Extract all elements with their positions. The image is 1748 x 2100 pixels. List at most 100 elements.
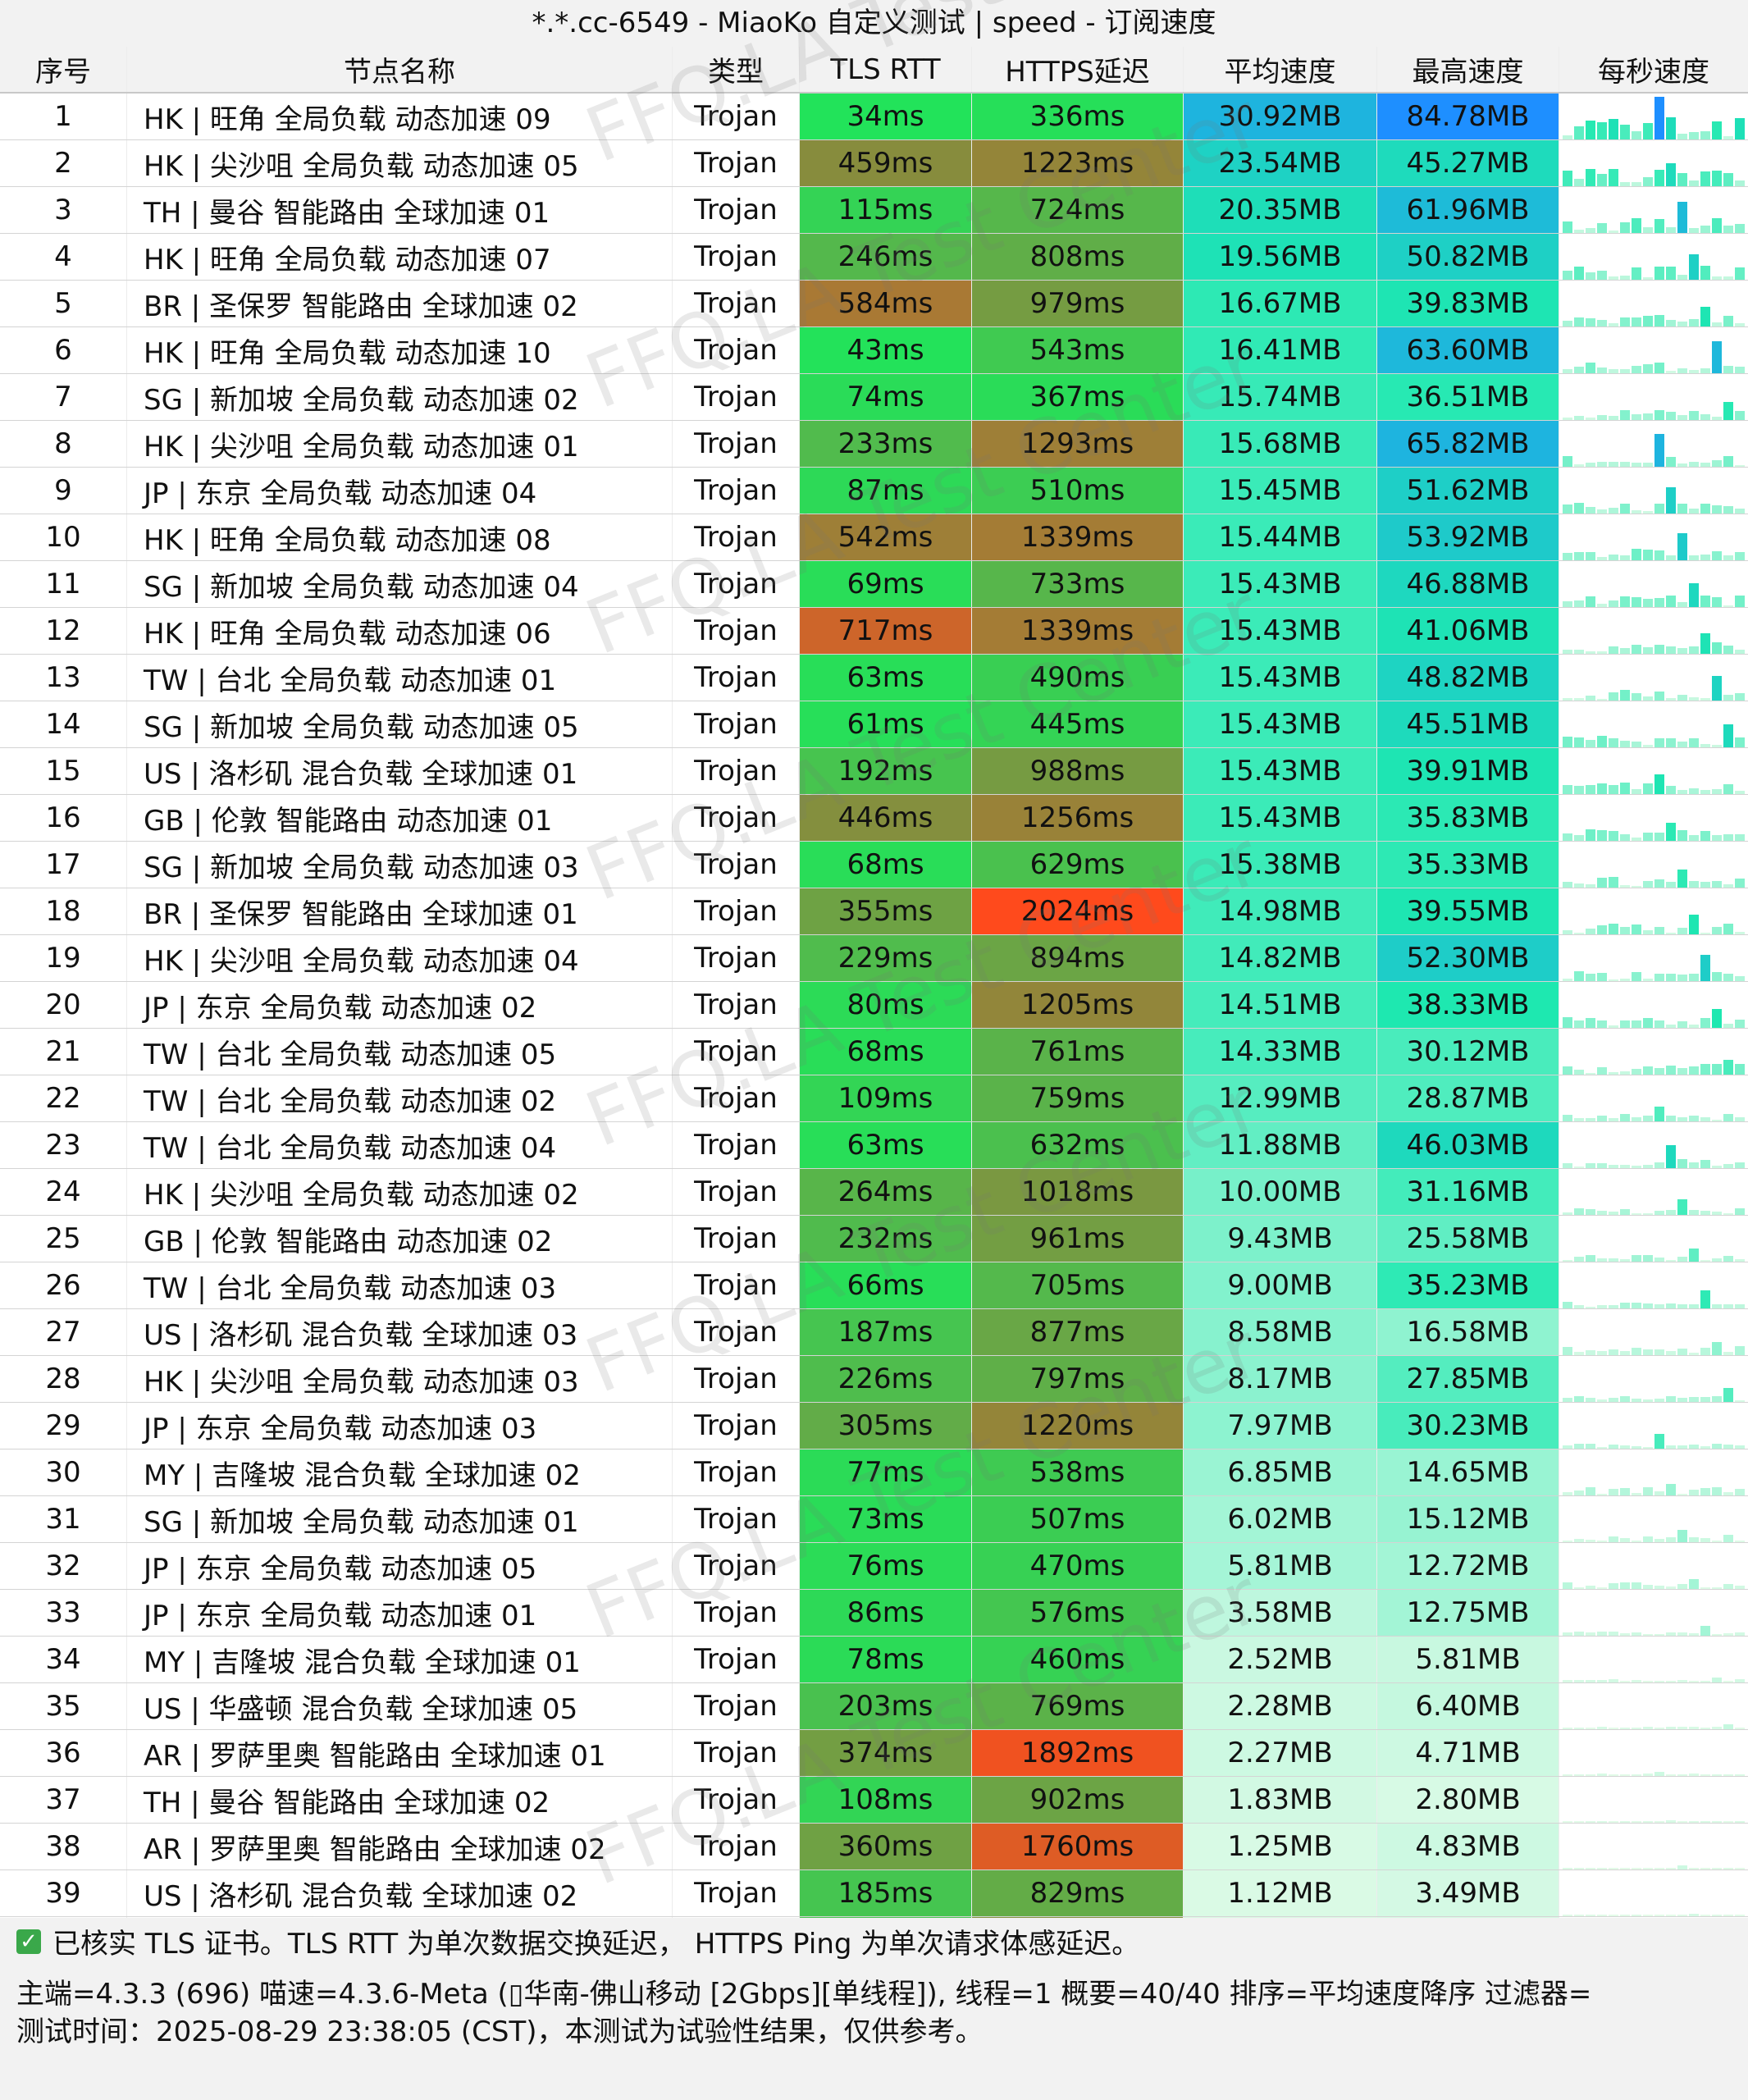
table-row[interactable]: 29 JP | 东京 全局负载 动态加速 03 Trojan 305ms 1220ms 7…	[0, 1403, 1748, 1449]
per-sec-bar	[1654, 1821, 1664, 1823]
header-max-speed[interactable]: 最高速度	[1377, 47, 1559, 92]
per-sec-bar	[1597, 1915, 1607, 1916]
table-row[interactable]: 5 BR | 圣保罗 智能路由 全球加速 02 Trojan 584ms 979ms 16…	[0, 281, 1748, 327]
cell-max-speed: 31.16MB	[1377, 1169, 1559, 1215]
table-row[interactable]: 15 US | 洛杉矶 混合负载 全球加速 01 Trojan 192ms 988ms 1…	[0, 748, 1748, 795]
per-sec-bar	[1723, 1114, 1733, 1121]
table-row[interactable]: 9 JP | 东京 全局负载 动态加速 04 Trojan 87ms 510ms 15.4…	[0, 468, 1748, 514]
cell-idx: 22	[0, 1075, 127, 1121]
table-row[interactable]: 7 SG | 新加坡 全局负载 动态加速 02 Trojan 74ms 367ms 15.…	[0, 374, 1748, 421]
per-sec-bar	[1609, 119, 1618, 139]
per-sec-bar	[1712, 1396, 1722, 1402]
per-sec-bar	[1643, 177, 1653, 186]
table-row[interactable]: 24 HK | 尖沙咀 全局负载 动态加速 02 Trojan 264ms 1018ms…	[0, 1169, 1748, 1216]
per-sec-bar	[1563, 1680, 1572, 1682]
table-row[interactable]: 35 US | 华盛顿 混合负载 全球加速 05 Trojan 203ms 769ms 2…	[0, 1683, 1748, 1730]
table-row[interactable]: 12 HK | 旺角 全局负载 动态加速 06 Trojan 717ms 1339ms 1…	[0, 608, 1748, 655]
per-sec-bar	[1586, 272, 1595, 280]
table-row[interactable]: 27 US | 洛杉矶 混合负载 全球加速 03 Trojan 187ms 877ms 8…	[0, 1309, 1748, 1356]
cell-tls-rtt: 185ms	[800, 1870, 972, 1916]
table-row[interactable]: 16 GB | 伦敦 智能路由 动态加速 01 Trojan 446ms 1256ms 1…	[0, 795, 1748, 842]
cell-idx: 36	[0, 1730, 127, 1776]
per-sec-bar	[1643, 1585, 1653, 1589]
per-sec-bar	[1597, 1351, 1607, 1355]
table-row[interactable]: 26 TW | 台北 全局负载 动态加速 03 Trojan 66ms 705ms 9.0…	[0, 1262, 1748, 1309]
table-row[interactable]: 14 SG | 新加坡 全局负载 动态加速 05 Trojan 61ms 445ms 15…	[0, 701, 1748, 748]
cell-max-speed: 65.82MB	[1377, 421, 1559, 467]
table-row[interactable]: 17 SG | 新加坡 全局负载 动态加速 03 Trojan 68ms 629ms 15…	[0, 842, 1748, 888]
header-tls-rtt[interactable]: TLS RTT	[800, 47, 972, 92]
table-row[interactable]: 36 AR | 罗萨里奥 智能路由 全球加速 01 Trojan 374ms 1892m…	[0, 1730, 1748, 1777]
per-sec-bar	[1735, 1162, 1745, 1168]
table-row[interactable]: 39 US | 洛杉矶 混合负载 全球加速 02 Trojan 185ms 829ms 1…	[0, 1870, 1748, 1917]
table-row[interactable]: 28 HK | 尖沙咀 全局负载 动态加速 03 Trojan 226ms 797ms 8…	[0, 1356, 1748, 1403]
table-row[interactable]: 37 TH | 曼谷 智能路由 全球加速 02 Trojan 108ms 902ms 1.…	[0, 1777, 1748, 1824]
check-icon: ✓	[16, 1929, 41, 1954]
header-avg-speed[interactable]: 平均速度	[1184, 47, 1377, 92]
table-row[interactable]: 38 AR | 罗萨里奥 智能路由 全球加速 02 Trojan 360ms 1760m…	[0, 1824, 1748, 1870]
per-sec-bar	[1700, 1538, 1710, 1542]
table-row[interactable]: 32 JP | 东京 全局负载 动态加速 05 Trojan 76ms 470ms 5.8…	[0, 1543, 1748, 1590]
header-name[interactable]: 节点名称	[127, 47, 673, 92]
per-sec-bar	[1632, 1493, 1641, 1495]
table-row[interactable]: 21 TW | 台北 全局负载 动态加速 05 Trojan 68ms 761ms 14.…	[0, 1029, 1748, 1075]
table-row[interactable]: 19 HK | 尖沙咀 全局负载 动态加速 04 Trojan 229ms 894ms 1…	[0, 935, 1748, 982]
table-row[interactable]: 33 JP | 东京 全局负载 动态加速 01 Trojan 86ms 576ms 3.5…	[0, 1590, 1748, 1637]
table-row[interactable]: 25 GB | 伦敦 智能路由 动态加速 02 Trojan 232ms 961ms 9.…	[0, 1216, 1748, 1262]
header-https[interactable]: HTTPS延迟	[972, 47, 1184, 92]
per-sec-bar	[1563, 1821, 1572, 1823]
per-sec-bar	[1620, 1868, 1630, 1869]
cell-https-latency: 1018ms	[972, 1169, 1184, 1215]
cell-https-latency: 576ms	[972, 1590, 1184, 1636]
table-row[interactable]: 1 HK | 旺角 全局负载 动态加速 09 Trojan 34ms 336ms 30.9…	[0, 94, 1748, 140]
cell-max-speed: 46.88MB	[1377, 561, 1559, 607]
table-row[interactable]: 30 MY | 吉隆坡 混合负载 全球加速 02 Trojan 77ms 538ms 6.…	[0, 1449, 1748, 1496]
table-row[interactable]: 31 SG | 新加坡 全局负载 动态加速 01 Trojan 73ms 507ms 6.…	[0, 1496, 1748, 1543]
per-sec-bar	[1597, 830, 1607, 841]
per-sec-bar	[1677, 648, 1687, 654]
table-row[interactable]: 4 HK | 旺角 全局负载 动态加速 07 Trojan 246ms 808ms 19.…	[0, 234, 1748, 281]
header-type[interactable]: 类型	[673, 47, 800, 92]
table-row[interactable]: 11 SG | 新加坡 全局负载 动态加速 04 Trojan 69ms 733ms 15…	[0, 561, 1748, 608]
cell-avg-speed: 16.67MB	[1184, 281, 1377, 326]
cell-max-speed: 6.40MB	[1377, 1683, 1559, 1729]
per-sec-bar	[1735, 693, 1745, 701]
per-sec-bar	[1666, 1681, 1676, 1682]
table-row[interactable]: 20 JP | 东京 全局负载 动态加速 02 Trojan 80ms 1205ms 14…	[0, 982, 1748, 1029]
per-sec-bar	[1609, 831, 1618, 841]
per-sec-bar	[1643, 1066, 1653, 1075]
per-sec-bar	[1597, 1774, 1607, 1776]
header-idx[interactable]: 序号	[0, 47, 127, 92]
table-row[interactable]: 34 MY | 吉隆坡 混合负载 全球加速 01 Trojan 78ms 460ms 2.…	[0, 1637, 1748, 1683]
per-sec-bar	[1677, 1159, 1687, 1168]
per-sec-bar	[1666, 1632, 1676, 1636]
table-row[interactable]: 18 BR | 圣保罗 智能路由 全球加速 01 Trojan 355ms 2024ms…	[0, 888, 1748, 935]
per-sec-bar	[1620, 1488, 1630, 1495]
table-row[interactable]: 22 TW | 台北 全局负载 动态加速 02 Trojan 109ms 759ms 12…	[0, 1075, 1748, 1122]
table-row[interactable]: 2 HK | 尖沙咀 全局负载 动态加速 05 Trojan 459ms 1223ms 2…	[0, 140, 1748, 187]
cell-node-name: JP | 东京 全局负载 动态加速 04	[127, 468, 673, 514]
table-row[interactable]: 23 TW | 台北 全局负载 动态加速 04 Trojan 63ms 632ms 11.…	[0, 1122, 1748, 1169]
cell-tls-rtt: 69ms	[800, 561, 972, 607]
per-sec-bar	[1689, 1490, 1699, 1495]
per-sec-bar	[1666, 555, 1676, 560]
header-per-sec[interactable]: 每秒速度	[1598, 56, 1709, 89]
cell-type: Trojan	[673, 1216, 800, 1262]
per-sec-bar	[1654, 974, 1664, 981]
table-row[interactable]: 13 TW | 台北 全局负载 动态加速 01 Trojan 63ms 490ms 15.…	[0, 655, 1748, 701]
cell-idx: 24	[0, 1169, 127, 1215]
table-row[interactable]: 8 HK | 尖沙咀 全局负载 动态加速 01 Trojan 233ms 1293ms 1…	[0, 421, 1748, 468]
table-row[interactable]: 10 HK | 旺角 全局负载 动态加速 08 Trojan 542ms 1339ms 1…	[0, 514, 1748, 561]
per-sec-bar	[1712, 460, 1722, 467]
per-sec-bar	[1700, 831, 1710, 841]
per-sec-bar	[1654, 550, 1664, 560]
per-sec-bar	[1689, 1353, 1699, 1355]
table-row[interactable]: 3 TH | 曼谷 智能路由 全球加速 01 Trojan 115ms 724ms 20.…	[0, 187, 1748, 234]
table-row[interactable]: 6 HK | 旺角 全局负载 动态加速 10 Trojan 43ms 543ms 16.4…	[0, 327, 1748, 374]
cell-node-name: HK | 尖沙咀 全局负载 动态加速 03	[127, 1356, 673, 1402]
cell-node-name: SG | 新加坡 全局负载 动态加速 01	[127, 1496, 673, 1542]
per-sec-bar	[1609, 169, 1618, 186]
per-sec-bar	[1700, 414, 1710, 420]
per-sec-bar	[1609, 1632, 1618, 1636]
per-sec-bar	[1620, 369, 1630, 373]
